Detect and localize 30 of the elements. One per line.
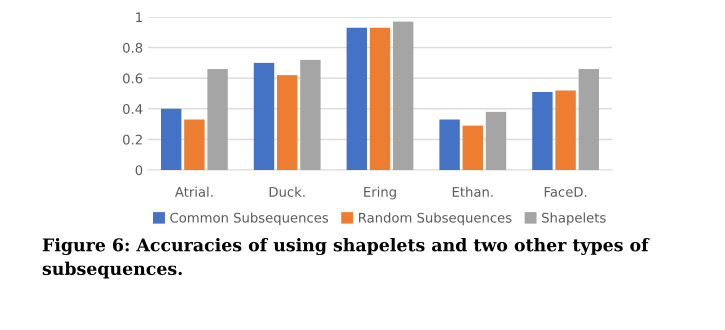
bar <box>486 112 506 170</box>
y-tick-label: 1 <box>136 12 142 22</box>
legend-label: Random Subsequences <box>359 212 512 226</box>
bar <box>462 126 484 170</box>
bar <box>370 28 390 170</box>
x-tick-label: Ering <box>364 186 396 200</box>
y-tick-label: 0.4 <box>123 104 142 114</box>
bar <box>160 108 182 170</box>
y-tick-label: 0 <box>136 165 142 176</box>
bar <box>254 62 274 170</box>
legend-label: Common Subsequences <box>170 212 328 226</box>
x-tick-label: Duck. <box>270 186 305 197</box>
bar <box>346 28 368 170</box>
x-tick-label: FaceD. <box>544 187 586 197</box>
caption: Figure 6: Accuracies of using shapelets and two other types of subsequences. <box>42 238 650 278</box>
bar <box>439 120 460 170</box>
bar <box>578 69 600 170</box>
bar <box>300 60 321 170</box>
x-tick-label: Atrial. <box>175 186 212 197</box>
y-tick-label: 0.6 <box>123 73 142 84</box>
bar <box>532 92 553 170</box>
bar <box>207 69 228 170</box>
bar <box>392 22 414 170</box>
legend-label: Shapelets <box>542 212 606 226</box>
bar <box>555 90 576 170</box>
x-tick-label: Ethan. <box>452 186 493 197</box>
bar <box>276 75 298 170</box>
y-tick-label: 0.2 <box>123 134 142 145</box>
bar <box>184 120 205 170</box>
y-tick-label: 0.8 <box>123 42 142 53</box>
